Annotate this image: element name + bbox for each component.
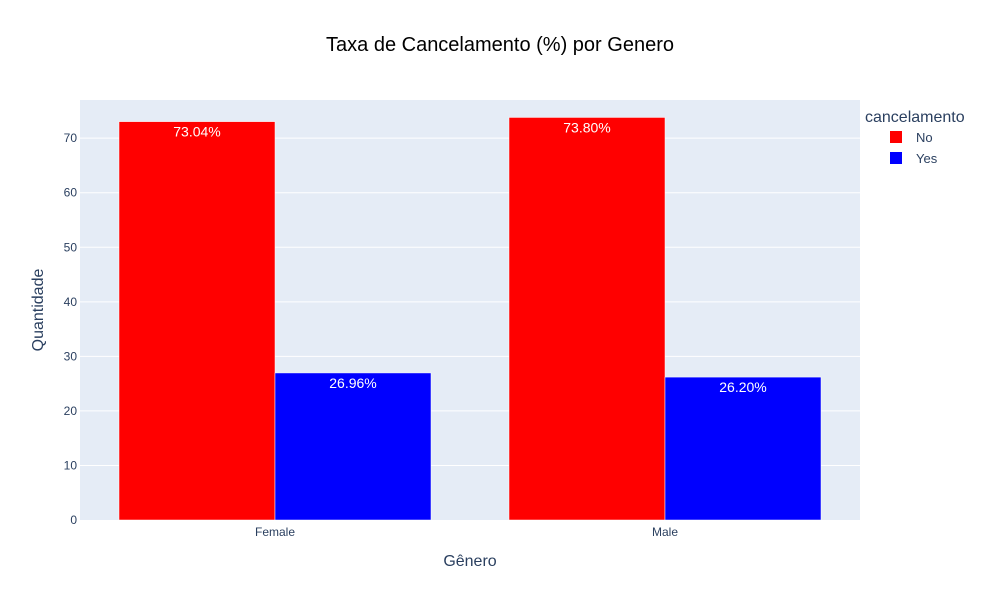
bar-yes-female xyxy=(274,372,432,521)
bar-yes-male xyxy=(664,376,822,521)
y-tick-label: 70 xyxy=(64,131,78,145)
bar-data-label: 26.96% xyxy=(329,375,376,391)
bar-data-label: 73.80% xyxy=(563,119,610,135)
chart-title: Taxa de Cancelamento (%) por Genero xyxy=(326,34,674,56)
x-axis-title: Gênero xyxy=(443,553,496,570)
y-tick-label: 50 xyxy=(64,240,78,254)
y-axis-title: Quantidade xyxy=(30,269,47,352)
legend-label-no[interactable]: No xyxy=(916,130,933,145)
x-tick-label: Male xyxy=(652,525,678,539)
bar-data-label: 26.20% xyxy=(719,379,766,395)
bar-data-label: 73.04% xyxy=(173,124,220,140)
legend-items: No Yes xyxy=(890,130,938,166)
legend-label-yes[interactable]: Yes xyxy=(916,151,938,166)
y-axis-ticks: 0 10 20 30 40 50 60 70 xyxy=(64,131,78,527)
y-tick-label: 10 xyxy=(64,458,78,472)
bar-labels-layer: 73.04% 26.96% 73.80% 26.20% xyxy=(173,119,766,395)
y-tick-label: 60 xyxy=(64,186,78,200)
legend-swatch-yes[interactable] xyxy=(890,152,902,164)
legend-swatch-no[interactable] xyxy=(890,131,902,143)
y-tick-label: 40 xyxy=(64,295,78,309)
bar-no-male xyxy=(508,117,666,521)
x-tick-label: Female xyxy=(255,525,295,539)
bar-no-female xyxy=(118,121,276,521)
bars-layer xyxy=(118,117,822,521)
y-tick-label: 20 xyxy=(64,404,78,418)
legend-title: cancelamento xyxy=(865,109,965,126)
x-axis-ticks: Female Male xyxy=(255,525,678,539)
y-tick-label: 30 xyxy=(64,349,78,363)
y-tick-label: 0 xyxy=(70,513,77,527)
legend: cancelamento No Yes xyxy=(865,109,965,166)
